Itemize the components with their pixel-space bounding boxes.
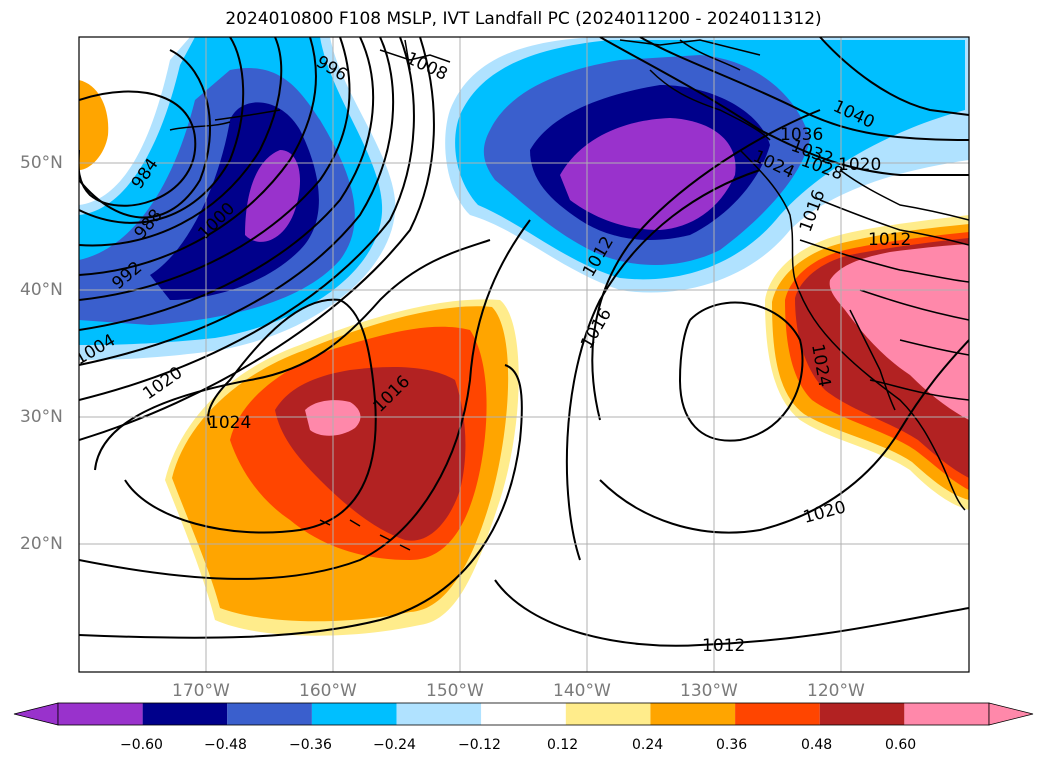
colorbar-tick: −0.36: [289, 737, 332, 753]
svg-text:1036: 1036: [780, 125, 823, 145]
colorbar-tick: 0.36: [716, 737, 748, 753]
colorbar-segment: [58, 703, 143, 725]
colorbar-segment: [650, 703, 736, 725]
colorbar-extend-high: [988, 702, 1034, 726]
lon-label-170w: 170°W: [172, 681, 230, 701]
graticule: [79, 37, 969, 672]
lat-label-50: 50°N: [20, 153, 63, 173]
colorbar-tick: −0.60: [120, 737, 163, 753]
colorbar-segment: [311, 703, 397, 725]
colorbar-tick: 0.24: [632, 737, 664, 753]
svg-text:1012: 1012: [868, 230, 911, 250]
isobars: [79, 37, 969, 647]
svg-text:1012: 1012: [702, 636, 745, 656]
lon-label-120w: 120°W: [807, 681, 865, 701]
colorbar-tick: −0.48: [204, 737, 247, 753]
colorbar-tick: −0.12: [458, 737, 501, 753]
svg-text:1008: 1008: [403, 48, 451, 84]
colorbar-segment: [396, 703, 482, 725]
colorbar-segment: [735, 703, 820, 725]
lat-label-20: 20°N: [20, 534, 63, 554]
colorbar-segment: [142, 703, 228, 725]
colorbar-tick: 0.60: [885, 737, 917, 753]
colorbar-tick: −0.24: [373, 737, 416, 753]
svg-text:1016: 1016: [577, 305, 616, 352]
colorbar-segment: [227, 703, 312, 725]
colorbar: [13, 702, 1034, 726]
lon-label-150w: 150°W: [426, 681, 484, 701]
coastlines: [169, 39, 969, 551]
colorbar-extend-low: [13, 702, 59, 726]
colorbar-segment: [904, 703, 989, 725]
colorbar-tick: 0.48: [801, 737, 833, 753]
lat-label-40: 40°N: [20, 280, 63, 300]
colorbar-tick: 0.12: [547, 737, 579, 753]
map-title: 2024010800 F108 MSLP, IVT Landfall PC (2…: [225, 9, 822, 29]
lat-label-30: 30°N: [20, 407, 63, 427]
map-frame: [78, 36, 970, 673]
colorbar-segment: [481, 703, 566, 725]
ivt-shading: 984 988 992 1000 1004 1008 996 1020 1024…: [79, 37, 969, 672]
svg-text:1024: 1024: [208, 413, 251, 433]
colorbar-segment: [565, 703, 651, 725]
lon-label-160w: 160°W: [299, 681, 357, 701]
colorbar-segment: [819, 703, 905, 725]
lon-label-130w: 130°W: [680, 681, 738, 701]
lon-label-140w: 140°W: [553, 681, 611, 701]
svg-text:1020: 1020: [838, 155, 881, 175]
